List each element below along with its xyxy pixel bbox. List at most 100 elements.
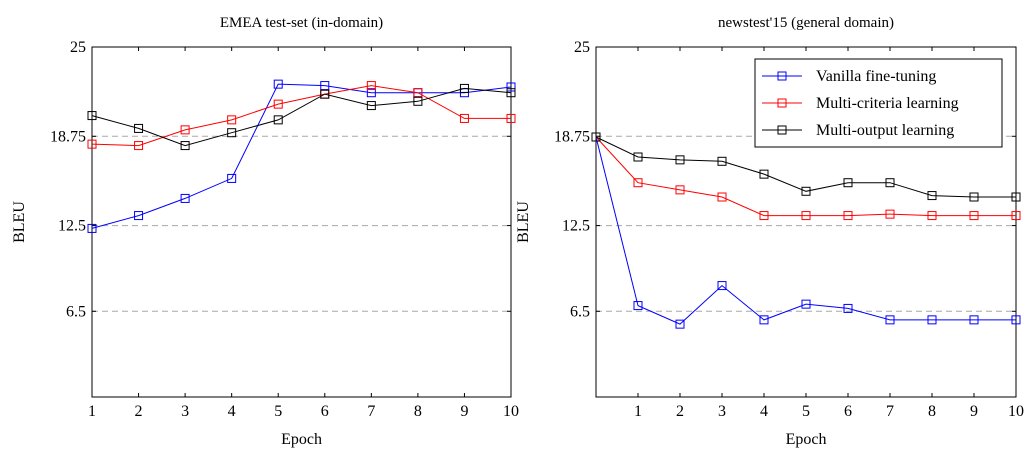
chart-1-ylabel: BLEU	[515, 201, 532, 243]
chart-0-point-multi-output-learning-8	[459, 83, 469, 93]
chart-1-point-multi-criteria-learning-9	[969, 211, 979, 221]
chart-0-xtick-label-9: 10	[503, 403, 519, 420]
chart-1-ytick-label-3: 25	[574, 39, 590, 56]
chart-0-xtick-label-6: 7	[367, 403, 375, 420]
chart-1-point-multi-criteria-learning-8	[927, 211, 937, 221]
chart-0-xtick-label-1: 2	[135, 403, 143, 420]
chart-1-point-multi-criteria-learning-5	[801, 211, 811, 221]
chart-0-point-multi-output-learning-4	[273, 115, 283, 125]
chart-1-point-multi-output-learning-0	[591, 132, 601, 142]
chart-1-point-multi-criteria-learning-3	[717, 192, 727, 202]
chart-1-point-vanilla-fine-tuning-4	[759, 315, 769, 325]
chart-1-xtick-label-8: 9	[970, 403, 978, 420]
chart-1-xtick-label-6: 7	[886, 403, 894, 420]
chart-0-xtick-label-8: 9	[460, 403, 468, 420]
chart-0-point-multi-criteria-learning-4	[273, 99, 283, 109]
chart-0-xtick-label-3: 4	[228, 403, 236, 420]
chart-0-point-multi-criteria-learning-7	[413, 88, 423, 98]
chart-0-point-vanilla-fine-tuning-6	[366, 88, 376, 98]
chart-0-plot-frame	[91, 46, 512, 398]
chart-0-point-multi-output-learning-3	[227, 128, 237, 138]
chart-1-xtick-label-5: 6	[844, 403, 852, 420]
chart-1-ytick-label-2: 18.75	[554, 128, 590, 145]
chart-0-point-multi-output-learning-5	[320, 89, 330, 99]
chart-0-ytick-label-2: 18.75	[50, 128, 86, 145]
chart-0-point-multi-output-learning-6	[366, 101, 376, 111]
chart-1-point-multi-criteria-learning-1	[633, 178, 643, 188]
chart-1-point-multi-criteria-learning-2	[675, 185, 685, 195]
chart-1-legend-marker-multi-output-learning	[777, 125, 787, 135]
chart-0-title: EMEA test-set (in-domain)	[220, 15, 383, 31]
chart-0-xtick-label-2: 3	[181, 403, 189, 420]
chart-0-point-vanilla-fine-tuning-2	[180, 193, 190, 203]
chart-1-xtick-label-0: 1	[634, 403, 642, 420]
chart-0-point-vanilla-fine-tuning-5	[320, 81, 330, 91]
chart-1-point-vanilla-fine-tuning-6	[843, 303, 853, 313]
chart-0-point-vanilla-fine-tuning-9	[506, 82, 516, 92]
chart-1-point-vanilla-fine-tuning-5	[801, 299, 811, 309]
chart-0-point-multi-criteria-learning-1	[134, 141, 144, 151]
chart-1-point-vanilla-fine-tuning-3	[717, 281, 727, 291]
chart-1-point-multi-output-learning-3	[717, 156, 727, 166]
chart-0-xtick-label-7: 8	[414, 403, 422, 420]
chart-0-point-multi-output-learning-9	[506, 88, 516, 98]
chart-1-legend-label-multi-criteria-learning: Multi-criteria learning	[816, 95, 959, 112]
chart-0-point-multi-output-learning-1	[134, 123, 144, 133]
chart-1-point-multi-output-learning-5	[801, 186, 811, 196]
chart-0-xtick-label-5: 6	[321, 403, 329, 420]
chart-1-point-multi-output-learning-9	[969, 192, 979, 202]
chart-0-point-vanilla-fine-tuning-3	[227, 173, 237, 183]
chart-0-xtick-label-0: 1	[88, 403, 96, 420]
chart-1-ytick-label-0: 6.5	[570, 303, 590, 320]
chart-0-point-multi-criteria-learning-8	[459, 113, 469, 123]
chart-1-xtick-label-9: 10	[1008, 403, 1024, 420]
chart-0-point-vanilla-fine-tuning-1	[134, 211, 144, 221]
chart-1-point-vanilla-fine-tuning-8	[927, 315, 937, 325]
plot-newstest: 6.5 12.5 18.75 25 1 2 3 4 5 6 7 8 9 10 newstest'15 (ge…	[515, 15, 1024, 448]
chart-0-point-multi-criteria-learning-0	[87, 139, 97, 149]
chart-0-ytick-label-1: 12.5	[58, 218, 86, 235]
chart-0-point-multi-output-learning-7	[413, 96, 423, 106]
chart-1-point-multi-criteria-learning-7	[885, 209, 895, 219]
chart-1-point-multi-criteria-learning-4	[759, 211, 769, 221]
chart-1-point-vanilla-fine-tuning-2	[675, 319, 685, 329]
chart-1-point-multi-output-learning-4	[759, 169, 769, 179]
chart-1-legend-marker-multi-criteria-learning	[777, 98, 787, 108]
chart-1-point-multi-output-learning-2	[675, 155, 685, 165]
chart-0-xtick-label-4: 5	[274, 403, 282, 420]
chart-1-point-vanilla-fine-tuning-9	[969, 315, 979, 325]
chart-0-ytick-label-3: 25	[70, 39, 86, 56]
chart-0-point-multi-output-learning-0	[87, 111, 97, 121]
chart-1-xtick-label-4: 5	[802, 403, 810, 420]
plot-emea: 6.5 12.5 18.75 25 1 2 3 4 5 6 7 8 9 10 EMEA test-set (…	[11, 15, 519, 448]
chart-0-point-vanilla-fine-tuning-0	[87, 223, 97, 233]
chart-0-point-multi-criteria-learning-6	[366, 81, 376, 91]
chart-1-xtick-label-7: 8	[928, 403, 936, 420]
chart-1-legend-label-vanilla-fine-tuning: Vanilla fine-tuning	[816, 68, 936, 85]
chart-1-xtick-label-2: 3	[718, 403, 726, 420]
chart-0-series-line-vanilla-fine-tuning	[91, 83, 512, 229]
chart-1-point-vanilla-fine-tuning-7	[885, 315, 895, 325]
chart-0-point-multi-criteria-learning-3	[227, 115, 237, 125]
chart-0-ytick-label-0: 6.5	[66, 303, 86, 320]
chart-0-series-line-multi-criteria-learning	[91, 85, 511, 147]
chart-1-xtick-label-3: 4	[760, 403, 768, 420]
chart-1-series-line-multi-criteria-learning	[595, 136, 1016, 217]
chart-1-legend-marker-vanilla-fine-tuning	[777, 71, 787, 81]
chart-1-point-multi-output-learning-10	[1011, 192, 1021, 202]
chart-1-xtick-label-1: 2	[676, 403, 684, 420]
chart-1-title: newstest'15 (general domain)	[718, 15, 894, 31]
chart-1-legend: Vanilla fine-tuning Multi-criteria learni…	[754, 58, 1003, 148]
chart-1-point-vanilla-fine-tuning-10	[1011, 315, 1021, 325]
chart-0-ylabel: BLEU	[11, 201, 28, 243]
chart-0-point-vanilla-fine-tuning-4	[273, 79, 283, 89]
chart-1-point-multi-criteria-learning-6	[843, 211, 853, 221]
chart-1-series-line-multi-output-learning	[595, 136, 1016, 198]
chart-1-point-multi-criteria-learning-10	[1011, 211, 1021, 221]
chart-1-point-multi-output-learning-6	[843, 178, 853, 188]
chart-1-point-multi-output-learning-1	[633, 152, 643, 162]
chart-1-xlabel: Epoch	[786, 431, 827, 448]
chart-0-xlabel: Epoch	[281, 431, 322, 448]
chart-0-point-multi-output-learning-2	[180, 141, 190, 151]
chart-0-point-multi-criteria-learning-9	[506, 113, 516, 123]
